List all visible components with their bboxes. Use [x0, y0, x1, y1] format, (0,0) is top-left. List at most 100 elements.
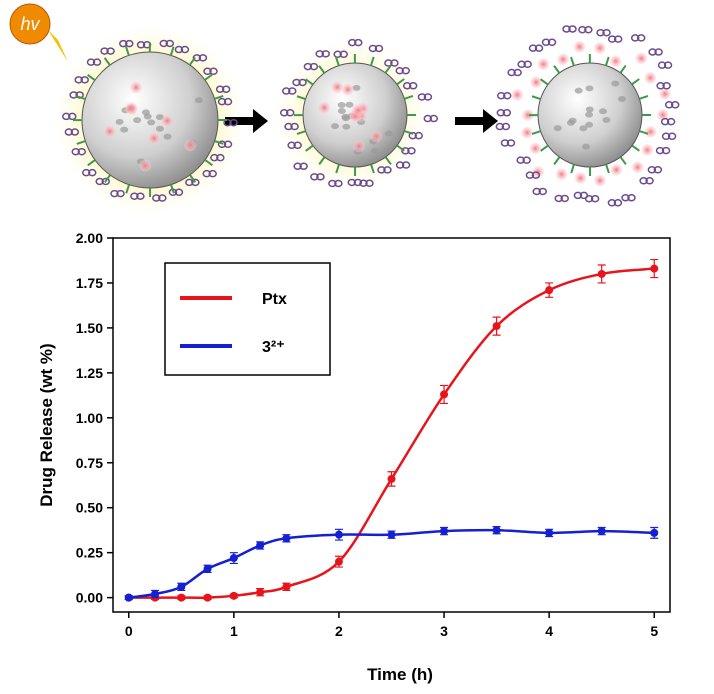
pore: [579, 125, 588, 132]
host-molecule: [554, 194, 563, 203]
linker: [404, 95, 414, 100]
host-molecule: [290, 122, 299, 131]
plot-frame: [112, 237, 671, 613]
pore: [341, 113, 350, 120]
host-molecule: [223, 118, 232, 127]
host-molecule: [423, 93, 433, 101]
pore: [345, 101, 354, 108]
host-molecule: [293, 162, 302, 171]
host-molecule: [602, 28, 611, 37]
drug-molecule: [593, 42, 606, 55]
host-molecule: [613, 199, 623, 207]
pore: [331, 123, 340, 130]
linker: [335, 164, 340, 174]
drug-molecule: [521, 109, 534, 122]
light-ray: [48, 30, 68, 62]
host-molecule: [562, 25, 571, 33]
host-molecule: [662, 82, 671, 90]
host-molecule: [621, 194, 630, 202]
data-point: [203, 593, 212, 602]
host-molecule: [284, 122, 293, 131]
data-point: [597, 269, 606, 278]
legend: [164, 262, 331, 376]
host-molecule: [654, 48, 663, 56]
host-molecule: [590, 194, 600, 203]
host-molecule: [655, 146, 665, 155]
drug-molecule: [609, 55, 622, 68]
host-molecule: [210, 153, 219, 162]
host-molecule: [663, 61, 673, 69]
host-molecule: [299, 162, 308, 171]
host-molecule: [203, 67, 212, 76]
data-point: [229, 591, 238, 600]
arrow: [225, 109, 268, 133]
host-molecule: [88, 168, 97, 177]
host-molecule: [174, 45, 184, 54]
host-molecule: [191, 178, 200, 187]
data-point: [334, 557, 343, 566]
linker: [396, 78, 405, 86]
data-point: [256, 588, 265, 597]
drug-molecule: [353, 140, 366, 153]
host-molecule: [495, 122, 505, 131]
pore: [141, 109, 150, 116]
host-molecule: [501, 122, 511, 131]
drug-molecule: [644, 71, 657, 84]
host-molecule: [528, 44, 538, 52]
host-molecule: [328, 179, 337, 188]
pore: [342, 123, 351, 130]
pore: [585, 111, 594, 118]
host-molecule: [429, 114, 439, 123]
host-molecule: [522, 156, 531, 164]
host-molecule: [110, 189, 119, 198]
data-point: [545, 528, 554, 537]
linker: [619, 64, 627, 74]
host-molecule: [70, 128, 80, 136]
host-molecule: [348, 38, 357, 47]
drug-molecule: [184, 139, 197, 152]
host-molecule: [401, 66, 411, 75]
host-molecule: [656, 82, 665, 90]
pore: [352, 84, 361, 91]
host-molecule: [365, 179, 374, 187]
host-molecule: [502, 91, 512, 100]
host-molecule: [573, 191, 583, 200]
host-molecule: [208, 169, 217, 178]
host-molecule: [534, 44, 544, 52]
y-tick-label: 1.00: [76, 410, 103, 426]
host-molecule: [666, 117, 676, 126]
host-molecule: [613, 35, 623, 43]
host-molecule: [657, 61, 667, 69]
linker: [296, 95, 306, 100]
host-molecule: [423, 114, 433, 123]
drug-molecule: [530, 76, 543, 89]
y-tick-label: 2.00: [76, 230, 103, 246]
pore: [370, 147, 379, 154]
host-molecule: [229, 118, 238, 127]
host-molecule: [414, 131, 423, 140]
linker: [553, 65, 561, 74]
host-molecule: [596, 28, 605, 37]
host-molecule: [119, 39, 128, 48]
host-molecule: [395, 66, 405, 75]
host-molecule: [136, 192, 145, 200]
linker: [103, 57, 111, 66]
host-molecule: [303, 62, 313, 71]
host-molecule: [116, 189, 125, 198]
pore: [120, 126, 129, 133]
linker: [189, 56, 196, 66]
drug-molecule: [103, 125, 116, 138]
pore: [568, 117, 577, 124]
linker: [104, 174, 111, 183]
host-molecule: [374, 44, 384, 53]
host-molecule: [101, 177, 110, 186]
host-molecule: [152, 194, 161, 202]
host-molecule: [92, 58, 102, 66]
host-molecule: [359, 179, 368, 187]
host-molecule: [130, 192, 139, 200]
host-molecule: [310, 173, 319, 181]
host-molecule: [560, 194, 569, 203]
host-molecule: [496, 109, 506, 117]
data-point: [545, 286, 554, 295]
